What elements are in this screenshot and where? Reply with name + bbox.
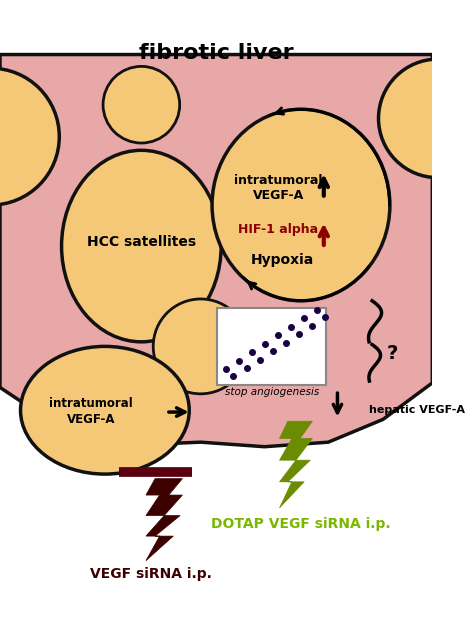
Circle shape — [153, 299, 248, 394]
Text: ?: ? — [386, 344, 398, 363]
Text: HIF-1 alpha: HIF-1 alpha — [238, 223, 318, 236]
Text: VEGF-A: VEGF-A — [67, 413, 116, 426]
Polygon shape — [146, 479, 182, 561]
Text: intratumoral: intratumoral — [49, 397, 133, 410]
Ellipse shape — [62, 150, 221, 342]
Circle shape — [103, 66, 180, 143]
Polygon shape — [0, 54, 432, 447]
Text: hepatic VEGF-A: hepatic VEGF-A — [369, 405, 465, 415]
Polygon shape — [280, 421, 312, 508]
Ellipse shape — [212, 109, 390, 301]
Text: DOTAP VEGF siRNA i.p.: DOTAP VEGF siRNA i.p. — [211, 517, 391, 531]
Ellipse shape — [20, 347, 189, 474]
Circle shape — [379, 59, 474, 177]
Text: stop angiogenesis: stop angiogenesis — [225, 387, 319, 397]
Text: VEGF-A: VEGF-A — [253, 189, 304, 203]
Text: Hypoxia: Hypoxia — [251, 253, 314, 267]
Text: VEGF siRNA i.p.: VEGF siRNA i.p. — [90, 567, 211, 582]
Text: intratumoral: intratumoral — [234, 174, 322, 187]
Text: fibrotic liver: fibrotic liver — [139, 43, 293, 62]
FancyBboxPatch shape — [217, 308, 326, 384]
Circle shape — [0, 68, 59, 205]
Text: HCC satellites: HCC satellites — [87, 234, 196, 248]
